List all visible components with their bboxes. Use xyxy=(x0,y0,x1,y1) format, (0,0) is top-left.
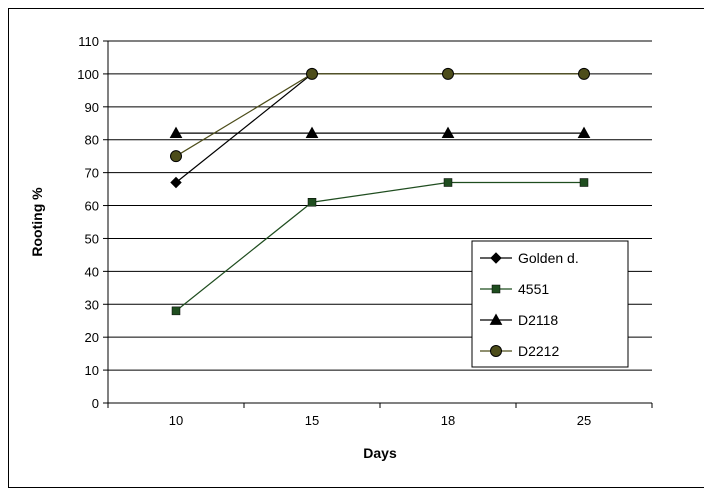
legend-swatch-marker xyxy=(489,313,503,325)
data-point xyxy=(579,178,589,187)
y-tick-label: 90 xyxy=(85,100,99,115)
legend-swatch-marker xyxy=(490,345,502,357)
data-point xyxy=(577,126,591,139)
legend-entry-label: D2118 xyxy=(518,312,558,328)
data-point xyxy=(171,306,181,316)
legend: Golden d. 4551 D2118 D2212 xyxy=(471,240,629,368)
series-line-golden-d- xyxy=(175,73,584,183)
y-axis-title: Rooting % xyxy=(29,187,45,257)
series-line-d2212 xyxy=(175,73,584,157)
y-tick-label: 40 xyxy=(85,264,99,279)
legend-swatch-marker xyxy=(490,252,502,264)
data-point xyxy=(443,178,453,187)
y-tick-label: 20 xyxy=(85,330,99,345)
data-point xyxy=(305,126,319,139)
tick-labels: 0 10 20 30 40 50 60 70 80 90 100 110 10 15 18 25 xyxy=(77,34,591,428)
data-point xyxy=(170,176,182,189)
data-point xyxy=(442,67,454,80)
y-tick-label: 110 xyxy=(78,34,99,49)
x-tick-label: 25 xyxy=(577,413,591,428)
y-tick-label: 10 xyxy=(85,363,99,378)
series-line-4551 xyxy=(175,181,584,312)
x-tick-label: 18 xyxy=(441,413,455,428)
axes xyxy=(103,40,653,408)
y-tick-label: 0 xyxy=(92,396,99,411)
data-point xyxy=(307,198,317,207)
y-tick-label: 30 xyxy=(85,297,99,312)
y-tick-label: 60 xyxy=(85,199,99,214)
legend-entry-label: Golden d. xyxy=(518,250,579,266)
data-point xyxy=(169,126,183,139)
data-point xyxy=(170,150,182,163)
series-lines xyxy=(175,73,584,312)
y-tick-label: 80 xyxy=(85,133,99,148)
y-tick-label: 70 xyxy=(85,166,99,181)
x-axis-title: Days xyxy=(363,445,397,461)
legend-entry-label: 4551 xyxy=(518,281,549,297)
data-point xyxy=(306,67,318,80)
data-point xyxy=(578,67,590,80)
legend-swatch-marker xyxy=(491,284,501,294)
x-tick-label: 15 xyxy=(305,413,319,428)
y-tick-label: 100 xyxy=(77,67,99,82)
series-markers xyxy=(169,67,591,316)
data-point xyxy=(441,126,455,139)
x-tick-label: 10 xyxy=(169,413,183,428)
y-tick-label: 50 xyxy=(85,231,99,246)
legend-entry-label: D2212 xyxy=(518,343,559,359)
